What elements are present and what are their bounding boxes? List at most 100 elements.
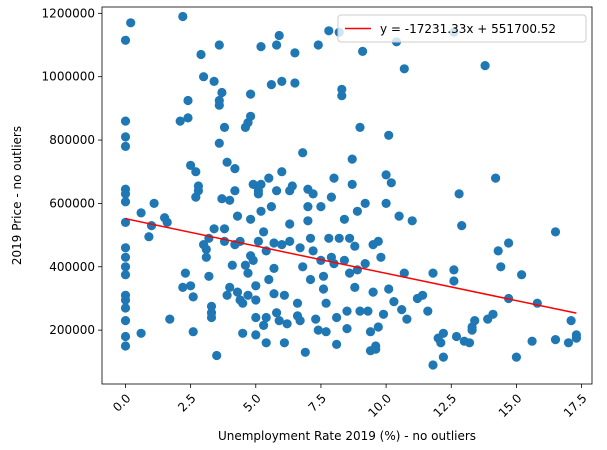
data-point xyxy=(298,148,308,158)
data-point xyxy=(248,179,258,189)
data-point xyxy=(178,282,188,292)
data-point xyxy=(360,259,370,269)
data-point xyxy=(550,227,561,237)
data-point xyxy=(279,290,289,300)
data-point xyxy=(298,262,308,272)
data-point xyxy=(308,189,318,199)
data-point xyxy=(120,331,131,342)
data-point xyxy=(504,238,514,248)
data-point xyxy=(355,122,365,132)
data-point xyxy=(243,290,253,300)
data-point xyxy=(230,164,240,174)
data-point xyxy=(342,306,352,316)
data-point xyxy=(274,30,284,41)
data-point xyxy=(178,11,188,22)
data-point xyxy=(120,341,131,351)
data-point xyxy=(313,325,323,335)
data-point xyxy=(240,260,250,270)
data-point xyxy=(120,243,131,253)
data-point xyxy=(285,236,295,246)
data-point xyxy=(318,284,329,294)
y-tick-label: 1000000 xyxy=(42,70,95,84)
data-point xyxy=(251,281,261,291)
data-point xyxy=(438,328,448,338)
data-point xyxy=(295,316,305,326)
data-point xyxy=(438,352,448,362)
data-point xyxy=(290,48,300,58)
data-point xyxy=(311,314,321,324)
data-point xyxy=(418,290,428,300)
data-point xyxy=(120,116,131,126)
y-tick-label: 800000 xyxy=(49,133,95,147)
plot-area xyxy=(102,7,592,384)
data-point xyxy=(219,224,230,234)
data-point xyxy=(428,360,438,370)
data-point xyxy=(186,160,196,170)
data-point xyxy=(365,327,376,337)
data-point xyxy=(449,276,459,286)
data-point xyxy=(318,271,329,281)
points-layer xyxy=(120,11,582,370)
plot-frame xyxy=(101,6,593,385)
data-point xyxy=(272,308,282,318)
data-point xyxy=(451,331,462,342)
data-point xyxy=(188,327,198,337)
data-point xyxy=(345,233,355,243)
data-point xyxy=(165,314,175,324)
data-point xyxy=(384,284,394,294)
data-point xyxy=(251,330,261,340)
data-point xyxy=(180,268,190,278)
data-point xyxy=(355,306,365,316)
data-point xyxy=(253,189,263,199)
data-point xyxy=(253,236,263,246)
data-point xyxy=(368,287,378,297)
data-point xyxy=(251,312,261,323)
data-point xyxy=(266,80,276,90)
data-point xyxy=(358,46,368,57)
data-point xyxy=(183,95,193,106)
data-point xyxy=(120,141,131,151)
data-point xyxy=(219,122,230,132)
data-point xyxy=(347,179,357,189)
data-point xyxy=(225,282,235,292)
data-point xyxy=(269,263,279,273)
legend-label: y = -17231.33x + 551700.52 xyxy=(380,22,556,36)
data-point xyxy=(193,181,203,191)
data-point xyxy=(287,181,297,191)
data-point xyxy=(308,246,318,256)
data-point xyxy=(120,35,131,45)
data-point xyxy=(381,198,391,208)
data-point xyxy=(480,61,490,71)
data-point xyxy=(295,243,305,253)
data-point xyxy=(232,211,243,221)
data-point xyxy=(246,89,256,99)
data-point xyxy=(397,305,407,315)
data-point xyxy=(120,295,131,305)
data-point xyxy=(256,42,266,52)
data-point xyxy=(384,130,394,140)
data-point xyxy=(285,219,295,229)
data-point xyxy=(517,270,527,280)
data-point xyxy=(232,287,243,297)
data-point xyxy=(332,339,342,349)
data-point xyxy=(217,87,227,98)
data-point xyxy=(313,40,323,50)
data-point xyxy=(274,316,284,326)
data-point xyxy=(149,198,159,208)
data-point xyxy=(188,292,198,302)
data-point xyxy=(376,252,386,262)
legend-box xyxy=(337,14,587,43)
data-point xyxy=(282,319,292,329)
data-point xyxy=(332,312,342,323)
y-tick-label: 200000 xyxy=(49,323,95,337)
y-tick-label: 600000 xyxy=(49,196,95,210)
data-point xyxy=(321,327,331,337)
data-point xyxy=(339,255,349,265)
data-point xyxy=(511,352,521,362)
data-point xyxy=(527,336,537,346)
data-point xyxy=(266,202,276,212)
data-point xyxy=(423,306,433,316)
data-point xyxy=(120,303,131,313)
data-point xyxy=(373,236,383,246)
data-point xyxy=(238,298,248,308)
